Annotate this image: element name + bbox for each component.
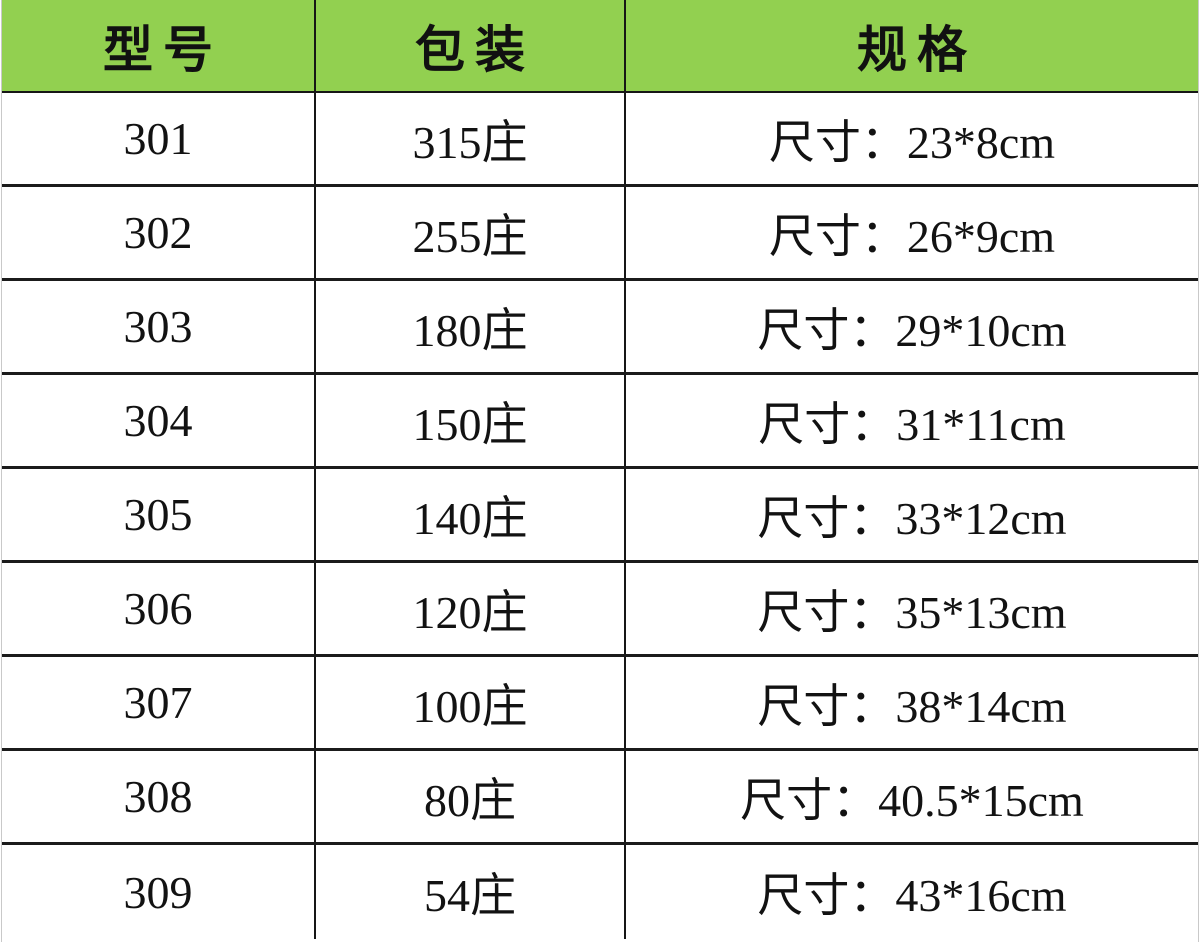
cell-packaging: 100庄 (316, 657, 626, 748)
table-row: 303 180庄 尺寸：29*10cm (2, 281, 1198, 375)
cell-spec: 尺寸：31*11cm (758, 398, 1066, 450)
table-row: 309 54庄 尺寸：43*16cm (2, 845, 1198, 939)
cell-model: 304 (2, 375, 316, 466)
cell-model: 308 (2, 751, 316, 842)
table-row: 302 255庄 尺寸：26*9cm (2, 187, 1198, 281)
cell-model: 303 (2, 281, 316, 372)
table-row: 307 100庄 尺寸：38*14cm (2, 657, 1198, 751)
cell-model: 306 (2, 563, 316, 654)
cell-packaging: 150庄 (316, 375, 626, 466)
header-cell-model: 型号 (2, 0, 316, 91)
cell-spec: 尺寸：43*16cm (757, 870, 1067, 921)
cell-spec: 尺寸：38*14cm (757, 680, 1067, 732)
cell-spec: 尺寸：26*9cm (768, 210, 1056, 262)
cell-model: 301 (2, 93, 316, 184)
cell-packaging: 315庄 (316, 93, 626, 184)
cell-spec: 尺寸：35*13cm (757, 586, 1067, 638)
table-row: 304 150庄 尺寸：31*11cm (2, 375, 1198, 469)
cell-model: 305 (2, 469, 316, 560)
cell-packaging: 54庄 (316, 845, 626, 939)
cell-spec: 尺寸：40.5*15cm (740, 774, 1084, 826)
cell-packaging: 255庄 (316, 187, 626, 278)
table-row: 301 315庄 尺寸：23*8cm (2, 93, 1198, 187)
header-cell-packaging: 包装 (316, 0, 626, 91)
cell-model: 302 (2, 187, 316, 278)
cell-packaging: 80庄 (316, 751, 626, 842)
cell-packaging: 120庄 (316, 563, 626, 654)
cell-spec: 尺寸：23*8cm (768, 116, 1056, 168)
cell-packaging: 180庄 (316, 281, 626, 372)
table-header-row: 型号 包装 规格 (2, 0, 1198, 93)
table-row: 308 80庄 尺寸：40.5*15cm (2, 751, 1198, 845)
table-row: 306 120庄 尺寸：35*13cm (2, 563, 1198, 657)
header-cell-spec: 规格 (857, 21, 977, 78)
table-row: 305 140庄 尺寸：33*12cm (2, 469, 1198, 563)
cell-packaging: 140庄 (316, 469, 626, 560)
cell-spec: 尺寸：29*10cm (757, 304, 1067, 356)
cell-spec: 尺寸：33*12cm (757, 492, 1067, 544)
cell-model: 309 (2, 845, 316, 939)
cell-model: 307 (2, 657, 316, 748)
